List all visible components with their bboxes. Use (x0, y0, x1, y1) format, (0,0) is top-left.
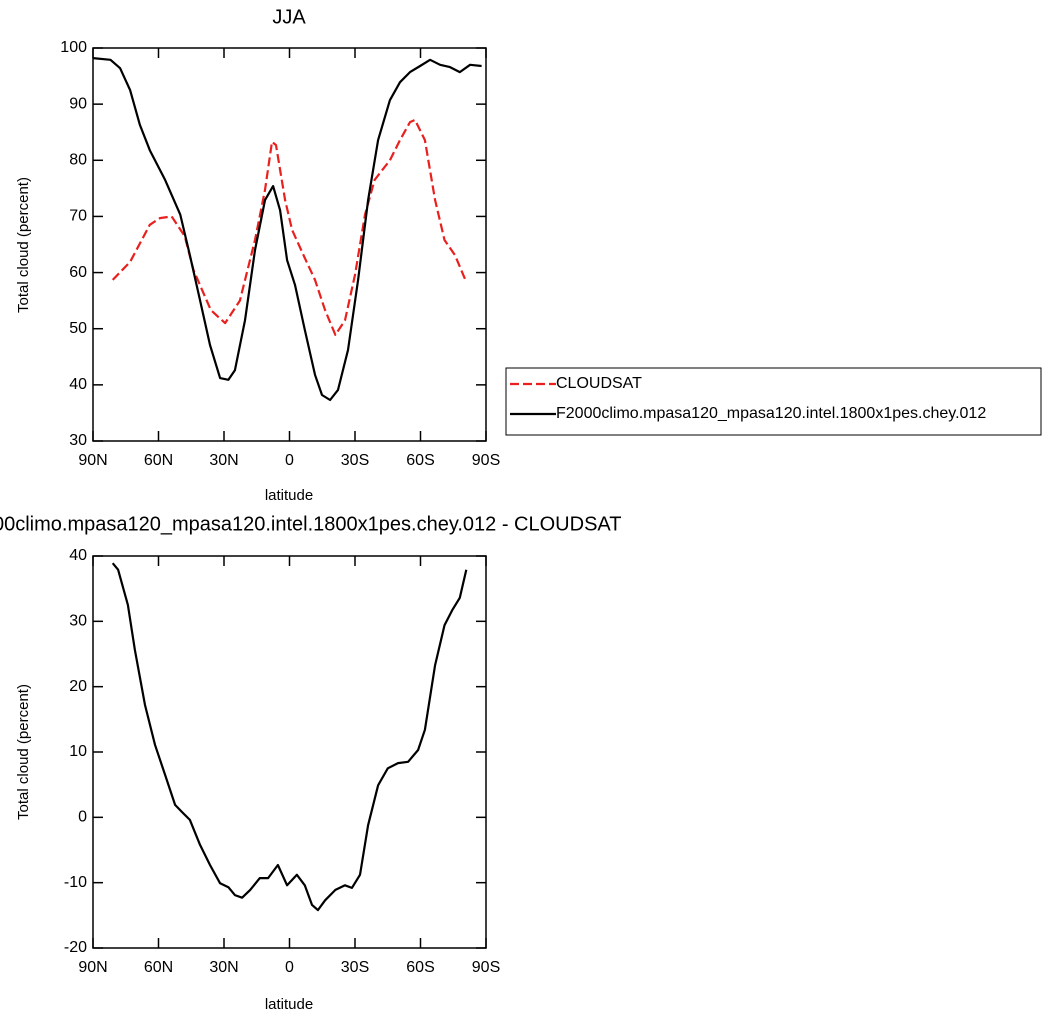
data-line (111, 118, 468, 336)
x-tick-label: 60N (144, 452, 173, 469)
x-tick-label: 30S (341, 959, 369, 976)
y-tick-label: 30 (69, 432, 87, 449)
x-tick-label: 0 (285, 452, 294, 469)
y-tick-label: -10 (64, 874, 87, 891)
x-tick-label: 90N (78, 452, 107, 469)
y-tick-label: 70 (69, 208, 87, 225)
x-tick-label: 60S (406, 452, 434, 469)
x-tick-label: 0 (285, 959, 294, 976)
legend-label: F2000climo.mpasa120_mpasa120.intel.1800x… (556, 405, 986, 422)
x-tick-label: 60N (144, 959, 173, 976)
y-tick-label: 60 (69, 264, 87, 281)
y-tick-label: 40 (69, 376, 87, 393)
y-tick-label: 100 (60, 39, 87, 56)
x-tick-label: 30N (209, 452, 238, 469)
y-tick-label: 50 (69, 320, 87, 337)
plot-frame (92, 47, 487, 442)
x-tick-label: 90S (472, 959, 500, 976)
x-axis-label: latitude (265, 996, 313, 1013)
data-line (111, 562, 468, 912)
chart-title: F2000climo.mpasa120_mpasa120.intel.1800x… (0, 513, 621, 535)
y-tick-label: 90 (69, 95, 87, 112)
data-line (92, 57, 482, 402)
y-tick-label: 30 (69, 613, 87, 630)
legend-box (505, 367, 1042, 436)
legend-label: CLOUDSAT (556, 375, 642, 392)
y-tick-label: 80 (69, 152, 87, 169)
y-tick-label: 20 (69, 678, 87, 695)
x-tick-label: 60S (406, 959, 434, 976)
x-axis-label: latitude (265, 487, 313, 504)
y-tick-label: 0 (78, 809, 87, 826)
y-tick-label: -20 (64, 939, 87, 956)
x-tick-label: 30N (209, 959, 238, 976)
x-tick-label: 30S (341, 452, 369, 469)
x-tick-label: 90N (78, 959, 107, 976)
y-tick-label: 10 (69, 743, 87, 760)
chart-title: JJA (272, 6, 306, 28)
x-tick-label: 90S (472, 452, 500, 469)
y-tick-label: 40 (69, 547, 87, 564)
y-axis-label: Total cloud (percent) (15, 684, 32, 820)
plot-frame (92, 555, 487, 949)
y-axis-label: Total cloud (percent) (15, 177, 32, 313)
